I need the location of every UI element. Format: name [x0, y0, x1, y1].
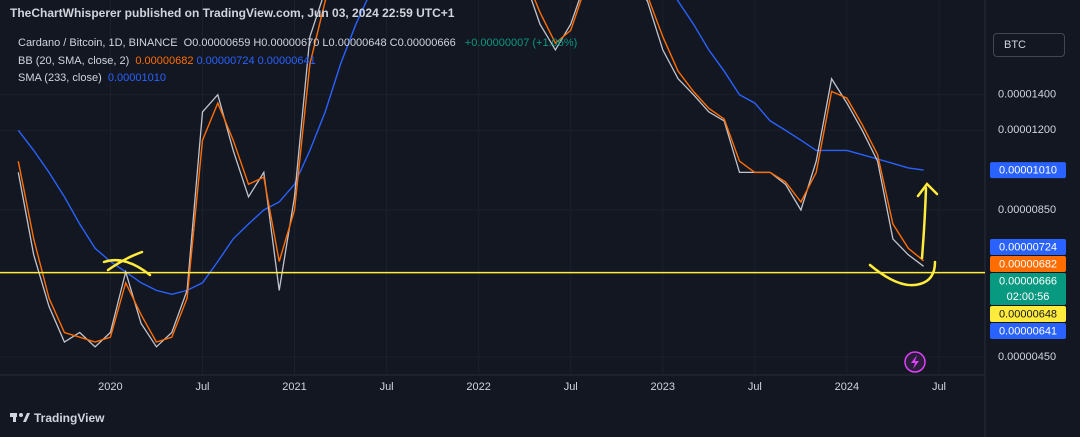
y-tick-label: 0.00001200: [998, 124, 1056, 136]
publish-header: TheChartWhisperer published on TradingVi…: [10, 6, 455, 20]
bb-values: 0.00000682 0.00000724 0.00000641: [135, 55, 318, 67]
ohlc: O0.00000659 H0.00000670 L0.00000648 C0.0000…: [184, 37, 459, 49]
price-label-text: 0.00000682: [999, 258, 1057, 270]
x-tick-label: 2023: [651, 381, 675, 393]
annotation-cross: [106, 250, 144, 272]
y-tick-label: 0.00000850: [998, 204, 1056, 216]
bb-value: 0.00000641: [257, 54, 316, 67]
annotation-arrow: [920, 186, 928, 260]
annotation-curve: [868, 260, 937, 287]
change: +0.00000007 (+1.06%): [464, 37, 578, 49]
legend: Cardano / Bitcoin, 1D, BINANCE O0.000006…: [18, 35, 580, 88]
x-tick-label: 2022: [466, 381, 490, 393]
grid: [0, 0, 985, 375]
brand: TradingView: [34, 411, 105, 425]
x-tick-label: 2021: [282, 381, 306, 393]
ohlc-label: O: [183, 37, 193, 49]
symbol: Cardano / Bitcoin, 1D, BINANCE: [18, 37, 178, 49]
ohlc-value: 0.00000666: [397, 37, 456, 49]
x-tick-label: Jul: [748, 381, 762, 393]
price-label: [990, 256, 1066, 273]
legend-row: BB (20, SMA, close, 2) 0.00000682 0.00000…: [18, 53, 580, 71]
price-label: [990, 239, 1066, 256]
x-tick-label: Jul: [195, 381, 209, 393]
bb-value: 0.00000682: [135, 54, 194, 67]
x-tick-label: 2020: [98, 381, 122, 393]
bb-name: BB (20, SMA, close, 2): [18, 54, 130, 67]
countdown: 02:00:56: [1007, 291, 1050, 303]
sma-name: SMA (233, close): [18, 72, 102, 84]
price-label-text: 0.00000648: [999, 308, 1057, 320]
x-tick-label: Jul: [932, 381, 946, 393]
y-tick-label: 0.00001400: [998, 89, 1056, 101]
ohlc-value: 0.00000659: [192, 37, 251, 49]
ohlc-value: 0.00000648: [328, 37, 387, 49]
annotation-arrow-head: [916, 182, 939, 198]
series-line: [17, 0, 924, 296]
sma-value: 0.00001010: [107, 72, 166, 84]
ohlc-label: L: [322, 37, 329, 49]
x-tick-label: Jul: [380, 381, 394, 393]
y-tick-label: 0.00000450: [998, 351, 1056, 363]
price-label-text: 0.00000641: [999, 325, 1057, 337]
legend-row: SMA (233, close) 0.00001010: [18, 70, 580, 88]
annotations: [102, 182, 939, 287]
brand-logo: [10, 413, 30, 422]
currency-button[interactable]: BTC: [993, 33, 1065, 57]
price-label-text: 0.00000724: [999, 241, 1057, 253]
price-label: [990, 273, 1066, 306]
bb-value: 0.00000724: [196, 54, 255, 67]
price-label-text: 0.00001010: [999, 165, 1057, 177]
price-label: [990, 306, 1066, 323]
x-tick-label: Jul: [564, 381, 578, 393]
alert-icon[interactable]: [904, 351, 926, 373]
series-line: [17, 0, 925, 343]
ohlc-label: C: [389, 37, 398, 49]
plot: [0, 0, 985, 348]
price-label-text: 0.00000666: [999, 275, 1057, 287]
ohlc-label: H: [253, 37, 262, 49]
legend-row: Cardano / Bitcoin, 1D, BINANCE O0.000006…: [18, 35, 580, 53]
price-axis: 2020 Jul 2021 Jul 2022 Jul 2023 Jul 2024 Jul 0.000…: [98, 89, 1066, 393]
price-label: [990, 323, 1066, 340]
price-label: [990, 162, 1066, 179]
annotation-cross: [102, 258, 152, 277]
ohlc-value: 0.00000670: [261, 37, 320, 49]
x-tick-label: 2024: [835, 381, 859, 393]
